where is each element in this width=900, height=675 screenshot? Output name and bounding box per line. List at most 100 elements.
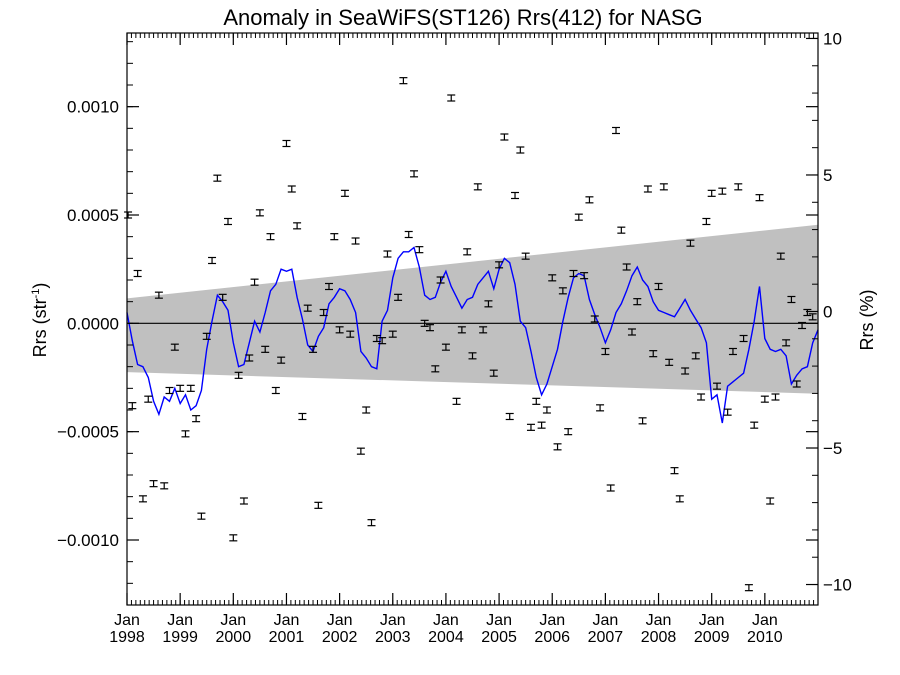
y-tick-label: 0.0000 [67,314,119,333]
smooth-line-layer [126,246,819,424]
data-point [356,447,365,455]
data-point [378,337,387,345]
data-point [495,261,504,269]
data-point [798,321,807,330]
x-tick-year-label: 2003 [375,629,411,646]
data-point [176,384,185,392]
data-point [314,501,323,509]
data-point [702,217,711,226]
data-point [346,330,355,338]
data-point [186,384,195,392]
x-tick-year-label: 2010 [747,629,783,646]
data-point [771,393,780,401]
y-right-tick-label: 10 [823,29,842,48]
data-point [612,126,621,135]
data-point [633,298,642,306]
data-point [298,412,307,421]
data-point [420,319,429,327]
data-point [128,402,137,410]
data-point [760,395,769,403]
data-point [596,404,605,412]
data-point [670,467,679,475]
data-point [255,209,264,217]
right-y-axis: 10 5 0 −5 −10 [806,29,852,595]
x-tick-month-label: Jan [646,612,672,629]
data-point [558,287,567,295]
confidence-band [127,224,818,394]
data-point [436,276,445,284]
data-point [431,365,440,373]
x-tick-year-label: 2008 [641,629,677,646]
data-point [457,326,466,334]
data-point [367,519,376,527]
data-point [516,146,525,154]
data-point [229,534,238,542]
x-tick-month-label: Jan [114,612,140,629]
x-tick-year-label: 2001 [269,629,305,646]
y-axis-label-right: Rrs (%) [857,290,877,351]
x-tick-year-label: 1998 [109,629,145,646]
data-point [654,282,663,291]
x-tick-month-label: Jan [699,612,725,629]
data-point [351,237,360,245]
data-point [266,233,275,241]
data-point [468,352,477,360]
data-point [239,497,248,505]
confidence-band-layer [127,224,818,394]
x-tick-year-label: 1999 [162,629,198,646]
data-point [526,423,535,431]
data-point [415,246,424,254]
data-point [192,415,201,423]
data-point [744,584,753,592]
x-tick-year-label: 2004 [428,629,464,646]
data-point [766,497,775,505]
data-point [643,185,652,193]
data-point [617,226,626,234]
x-axis: Jan1998Jan1999Jan2000Jan2001Jan2002Jan20… [109,33,819,646]
data-point [144,395,153,403]
data-point [340,189,349,197]
data-point [277,356,286,364]
y-right-tick-label: −10 [823,576,852,595]
data-point [165,386,174,395]
data-point [202,332,211,340]
data-point [734,183,743,191]
x-tick-year-label: 2005 [481,629,517,646]
x-tick-month-label: Jan [539,612,565,629]
data-point [638,417,647,425]
data-point [782,339,791,347]
data-point [564,428,573,436]
data-point [197,512,206,520]
data-point [208,256,217,265]
data-point [691,352,700,360]
data-point [287,185,296,193]
data-point [330,233,339,241]
y-right-tick-label: 0 [823,302,832,321]
data-point [463,248,472,256]
data-point [484,300,493,308]
data-point [697,393,706,401]
data-point [394,293,403,301]
data-points-layer [124,77,817,592]
data-point [452,397,461,405]
data-point [234,371,243,379]
data-point [665,358,674,366]
data-point [713,382,722,390]
data-point [622,263,631,271]
y-tick-label: 0.0005 [67,206,119,225]
data-point [755,194,764,202]
data-point [728,347,737,356]
x-tick-month-label: Jan [220,612,246,629]
data-point [532,397,541,405]
data-point [138,495,147,503]
data-point [542,406,551,414]
data-point [606,484,615,492]
data-point [372,334,381,343]
data-point [218,293,227,301]
data-point [425,324,434,332]
data-point [681,367,690,375]
data-point [548,274,557,282]
x-tick-month-label: Jan [433,612,459,629]
data-point [739,334,748,343]
